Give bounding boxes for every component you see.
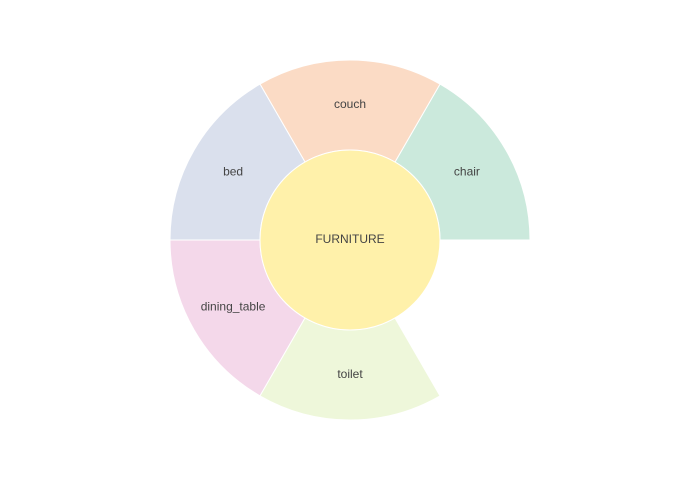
segment-label-couch: couch bbox=[334, 97, 366, 111]
center-segment-furniture[interactable] bbox=[259, 149, 441, 331]
segment-label-chair: chair bbox=[454, 165, 480, 179]
center-label: FURNITURE bbox=[315, 232, 384, 246]
segment-label-toilet: toilet bbox=[337, 367, 363, 381]
sunburst-segments bbox=[169, 59, 531, 421]
segment-label-dining-table: dining_table bbox=[201, 300, 266, 314]
segment-label-bed: bed bbox=[223, 165, 243, 179]
